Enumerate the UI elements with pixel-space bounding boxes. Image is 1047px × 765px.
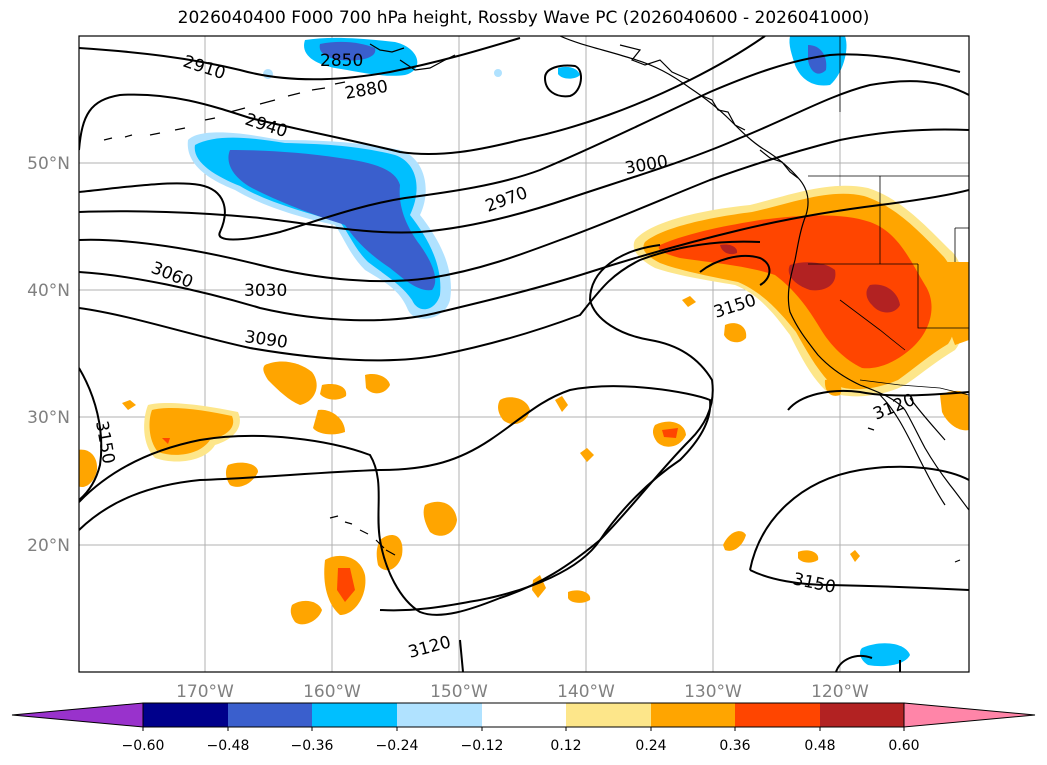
colorbar-bin <box>820 703 904 727</box>
hawaiian-islands <box>329 515 396 556</box>
lon-label-140w: 140°W <box>557 682 615 702</box>
colorbar-tick-label: 0.36 <box>719 738 750 754</box>
colorbar-bin <box>397 703 482 727</box>
lon-label-170w: 170°W <box>176 682 234 702</box>
contour-label-3030: 3030 <box>244 281 287 301</box>
contour-3090 <box>79 240 761 362</box>
latitude-labels: 50°N 40°N 30°N 20°N <box>27 154 70 556</box>
contour-3030 <box>79 128 969 283</box>
colorbar-bin <box>143 703 228 727</box>
colorbar-tick-label: −0.24 <box>376 738 419 754</box>
contour-3120-ring <box>79 367 712 612</box>
colorbar-bin <box>482 703 566 727</box>
north-america-coast <box>559 36 969 511</box>
lat-label-40n: 40°N <box>27 281 70 301</box>
colorbar-tick-label: 0.60 <box>888 738 919 754</box>
contour-3140-east <box>787 389 969 411</box>
colorbar-extend-low <box>11 702 144 728</box>
contour-3060 <box>79 189 969 322</box>
colorbar-bin <box>735 703 820 727</box>
lon-label-160w: 160°W <box>303 682 361 702</box>
colorbar: −0.60 −0.48 −0.36 −0.24 −0.12 0.12 0.24 … <box>11 702 1036 754</box>
lat-label-20n: 20°N <box>27 536 70 556</box>
gulf-of-california <box>879 394 946 506</box>
lon-label-120w: 120°W <box>811 682 869 702</box>
contour-3150-west <box>79 244 714 616</box>
contour-2910 <box>79 37 521 81</box>
lat-label-30n: 30°N <box>27 408 70 428</box>
colorbar-tick-label: −0.60 <box>122 738 165 754</box>
contour-3000 <box>79 80 969 234</box>
contour-2940 <box>79 36 766 156</box>
colorbar-bin <box>312 703 397 727</box>
colorbar-bin <box>651 703 735 727</box>
lat-label-50n: 50°N <box>27 154 70 174</box>
aleutian-islands <box>149 81 346 136</box>
height-contours <box>79 36 969 672</box>
blue-patch-south <box>860 643 910 667</box>
contour-2970 <box>79 53 961 241</box>
contour-3150-south <box>749 465 969 591</box>
colorbar-tick-label: −0.48 <box>207 738 250 754</box>
map-title: 2026040400 F000 700 hPa height, Rossby W… <box>177 8 870 28</box>
longitude-labels: 170°W 160°W 150°W 140°W 130°W 120°W <box>176 682 869 702</box>
colorbar-tick-label: 0.24 <box>635 738 666 754</box>
contour-3150-east <box>699 254 771 286</box>
colorbar-bin <box>228 703 312 727</box>
contour-label-2850: 2850 <box>320 51 363 71</box>
colorbar-bin <box>566 703 651 727</box>
negative-anomaly-fills <box>187 36 910 667</box>
map-frame <box>78 35 970 673</box>
colorbar-tick-label: −0.12 <box>461 738 504 754</box>
colorbar-tick-label: 0.48 <box>804 738 835 754</box>
colorbar-extend-high <box>903 702 1036 728</box>
lon-label-150w: 150°W <box>430 682 488 702</box>
lon-label-130w: 130°W <box>684 682 742 702</box>
political-borders <box>808 36 969 396</box>
colorbar-tick-label: −0.36 <box>291 738 334 754</box>
colorbar-tick-label: 0.12 <box>550 738 581 754</box>
